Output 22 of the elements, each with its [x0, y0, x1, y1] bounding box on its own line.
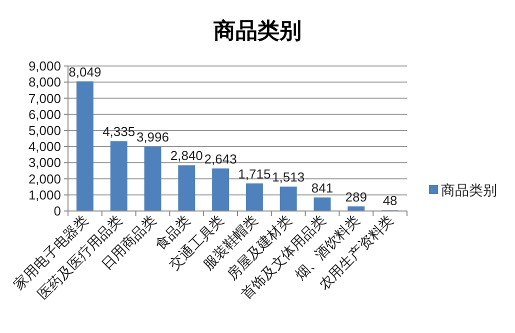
legend-label: 商品类别 — [441, 182, 497, 198]
chart-title: 商品类别 — [212, 18, 302, 43]
data-label: 3,996 — [136, 130, 170, 145]
data-label: 8,049 — [68, 64, 102, 80]
y-tick-label: 2,000 — [28, 171, 61, 186]
data-label: 1,715 — [238, 166, 271, 182]
data-label: 4,335 — [102, 124, 136, 140]
data-label: 48 — [382, 193, 398, 208]
y-tick-label: 4,000 — [28, 139, 61, 154]
y-tick-label: 3,000 — [28, 155, 61, 170]
data-label: 289 — [345, 189, 367, 204]
y-tick-label: 7,000 — [28, 90, 61, 106]
data-label: 841 — [311, 180, 334, 196]
y-tick-label: 5,000 — [28, 122, 61, 138]
data-label: 2,643 — [204, 151, 237, 166]
y-tick-label: 9,000 — [28, 58, 61, 74]
y-tick-label: 8,000 — [28, 74, 61, 90]
data-label: 2,840 — [170, 148, 203, 164]
y-tick-label: 1,000 — [28, 187, 61, 202]
y-tick-label: 0 — [54, 204, 61, 219]
y-tick-label: 6,000 — [28, 106, 61, 122]
data-label: 1,513 — [272, 170, 305, 185]
